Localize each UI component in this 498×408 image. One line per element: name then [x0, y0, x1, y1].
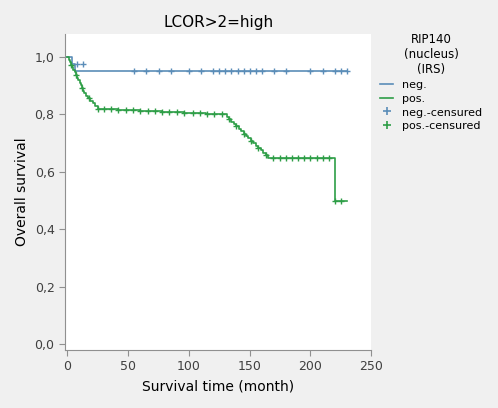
Title: LCOR>2=high: LCOR>2=high	[163, 15, 273, 30]
X-axis label: Survival time (month): Survival time (month)	[142, 379, 294, 393]
Y-axis label: Overall survival: Overall survival	[15, 137, 29, 246]
Legend: neg., pos., neg.-censured, pos.-censured: neg., pos., neg.-censured, pos.-censured	[380, 33, 482, 131]
